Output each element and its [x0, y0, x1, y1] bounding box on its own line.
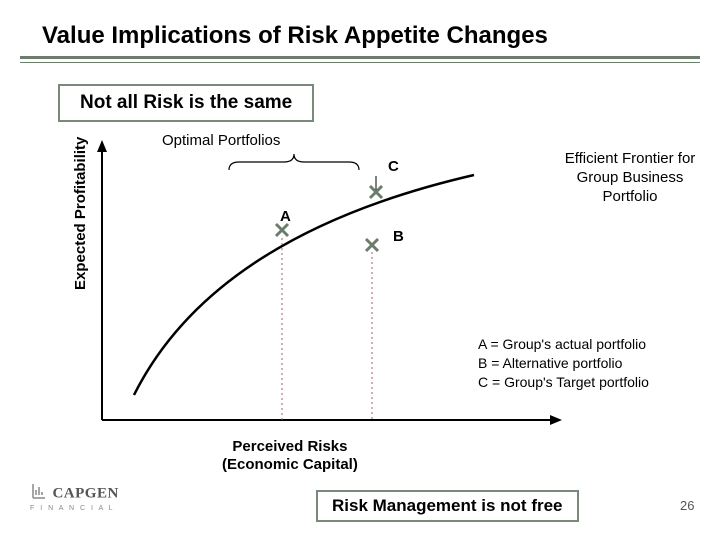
logo-icon	[30, 482, 48, 505]
frontier-curve	[134, 175, 474, 395]
logo: CAPGEN F I N A N C I A L	[30, 482, 119, 512]
efficient-frontier-chart	[84, 140, 584, 440]
subtitle-callout: Not all Risk is the same	[58, 84, 314, 122]
label-b: B	[393, 228, 404, 245]
x-axis-arrow	[550, 415, 562, 425]
title-underline-thin	[20, 62, 700, 63]
label-c: C	[388, 158, 399, 175]
page-number: 26	[680, 498, 694, 513]
marker-b	[366, 239, 378, 251]
label-a: A	[280, 208, 291, 225]
x-axis-label-line1: Perceived Risks	[222, 438, 358, 456]
title-underline-thick	[20, 56, 700, 59]
x-axis-label: Perceived Risks (Economic Capital)	[222, 438, 358, 474]
logo-subtext: F I N A N C I A L	[30, 505, 119, 512]
slide: Value Implications of Risk Appetite Chan…	[0, 0, 720, 540]
bottom-callout: Risk Management is not free	[316, 490, 579, 522]
marker-a	[276, 224, 288, 236]
x-axis-label-line2: (Economic Capital)	[222, 456, 358, 474]
brace	[229, 154, 359, 170]
logo-text: CAPGEN	[52, 486, 118, 502]
y-axis-arrow	[97, 140, 107, 152]
slide-title: Value Implications of Risk Appetite Chan…	[42, 22, 548, 50]
